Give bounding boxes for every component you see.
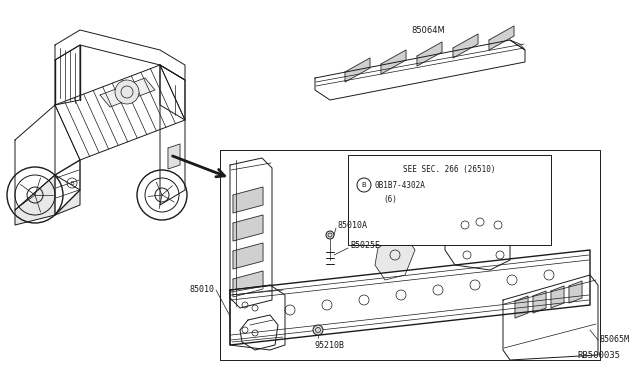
FancyBboxPatch shape — [348, 155, 551, 245]
Polygon shape — [233, 187, 263, 213]
Polygon shape — [315, 40, 525, 100]
Polygon shape — [100, 78, 155, 107]
Text: 85010A: 85010A — [338, 221, 368, 230]
Text: 85065M: 85065M — [600, 336, 630, 344]
Polygon shape — [55, 65, 185, 160]
Polygon shape — [569, 281, 582, 303]
Polygon shape — [230, 158, 272, 308]
Polygon shape — [230, 285, 285, 350]
Text: SEE SEC. 266 (26510): SEE SEC. 266 (26510) — [403, 164, 496, 173]
Polygon shape — [240, 315, 278, 350]
Polygon shape — [381, 50, 406, 74]
Polygon shape — [375, 235, 415, 280]
Polygon shape — [515, 296, 528, 318]
Polygon shape — [160, 65, 185, 120]
Polygon shape — [445, 205, 510, 270]
Polygon shape — [15, 175, 80, 225]
Polygon shape — [15, 105, 55, 210]
Polygon shape — [55, 45, 80, 105]
Text: 0B1B7-4302A: 0B1B7-4302A — [375, 180, 426, 189]
Polygon shape — [510, 40, 525, 50]
Circle shape — [115, 80, 139, 104]
Text: 85010: 85010 — [190, 285, 215, 295]
Circle shape — [313, 325, 323, 335]
Polygon shape — [55, 160, 80, 215]
Text: B: B — [362, 182, 366, 188]
Polygon shape — [551, 286, 564, 308]
Text: B5025E: B5025E — [350, 241, 380, 250]
Polygon shape — [168, 144, 180, 169]
Text: 85064M: 85064M — [411, 26, 445, 35]
Text: (6): (6) — [383, 195, 397, 203]
Polygon shape — [233, 215, 263, 241]
Polygon shape — [345, 58, 370, 82]
Polygon shape — [489, 26, 514, 50]
Polygon shape — [160, 65, 185, 205]
Circle shape — [326, 231, 334, 239]
Polygon shape — [230, 250, 590, 345]
Polygon shape — [533, 291, 546, 313]
Text: 95210B: 95210B — [315, 340, 345, 350]
Polygon shape — [417, 42, 442, 66]
Polygon shape — [233, 243, 263, 269]
Text: B: B — [70, 180, 74, 186]
Polygon shape — [503, 275, 598, 360]
Polygon shape — [233, 271, 263, 297]
Text: RB500035: RB500035 — [577, 350, 620, 359]
Polygon shape — [453, 34, 478, 58]
Polygon shape — [55, 30, 185, 80]
